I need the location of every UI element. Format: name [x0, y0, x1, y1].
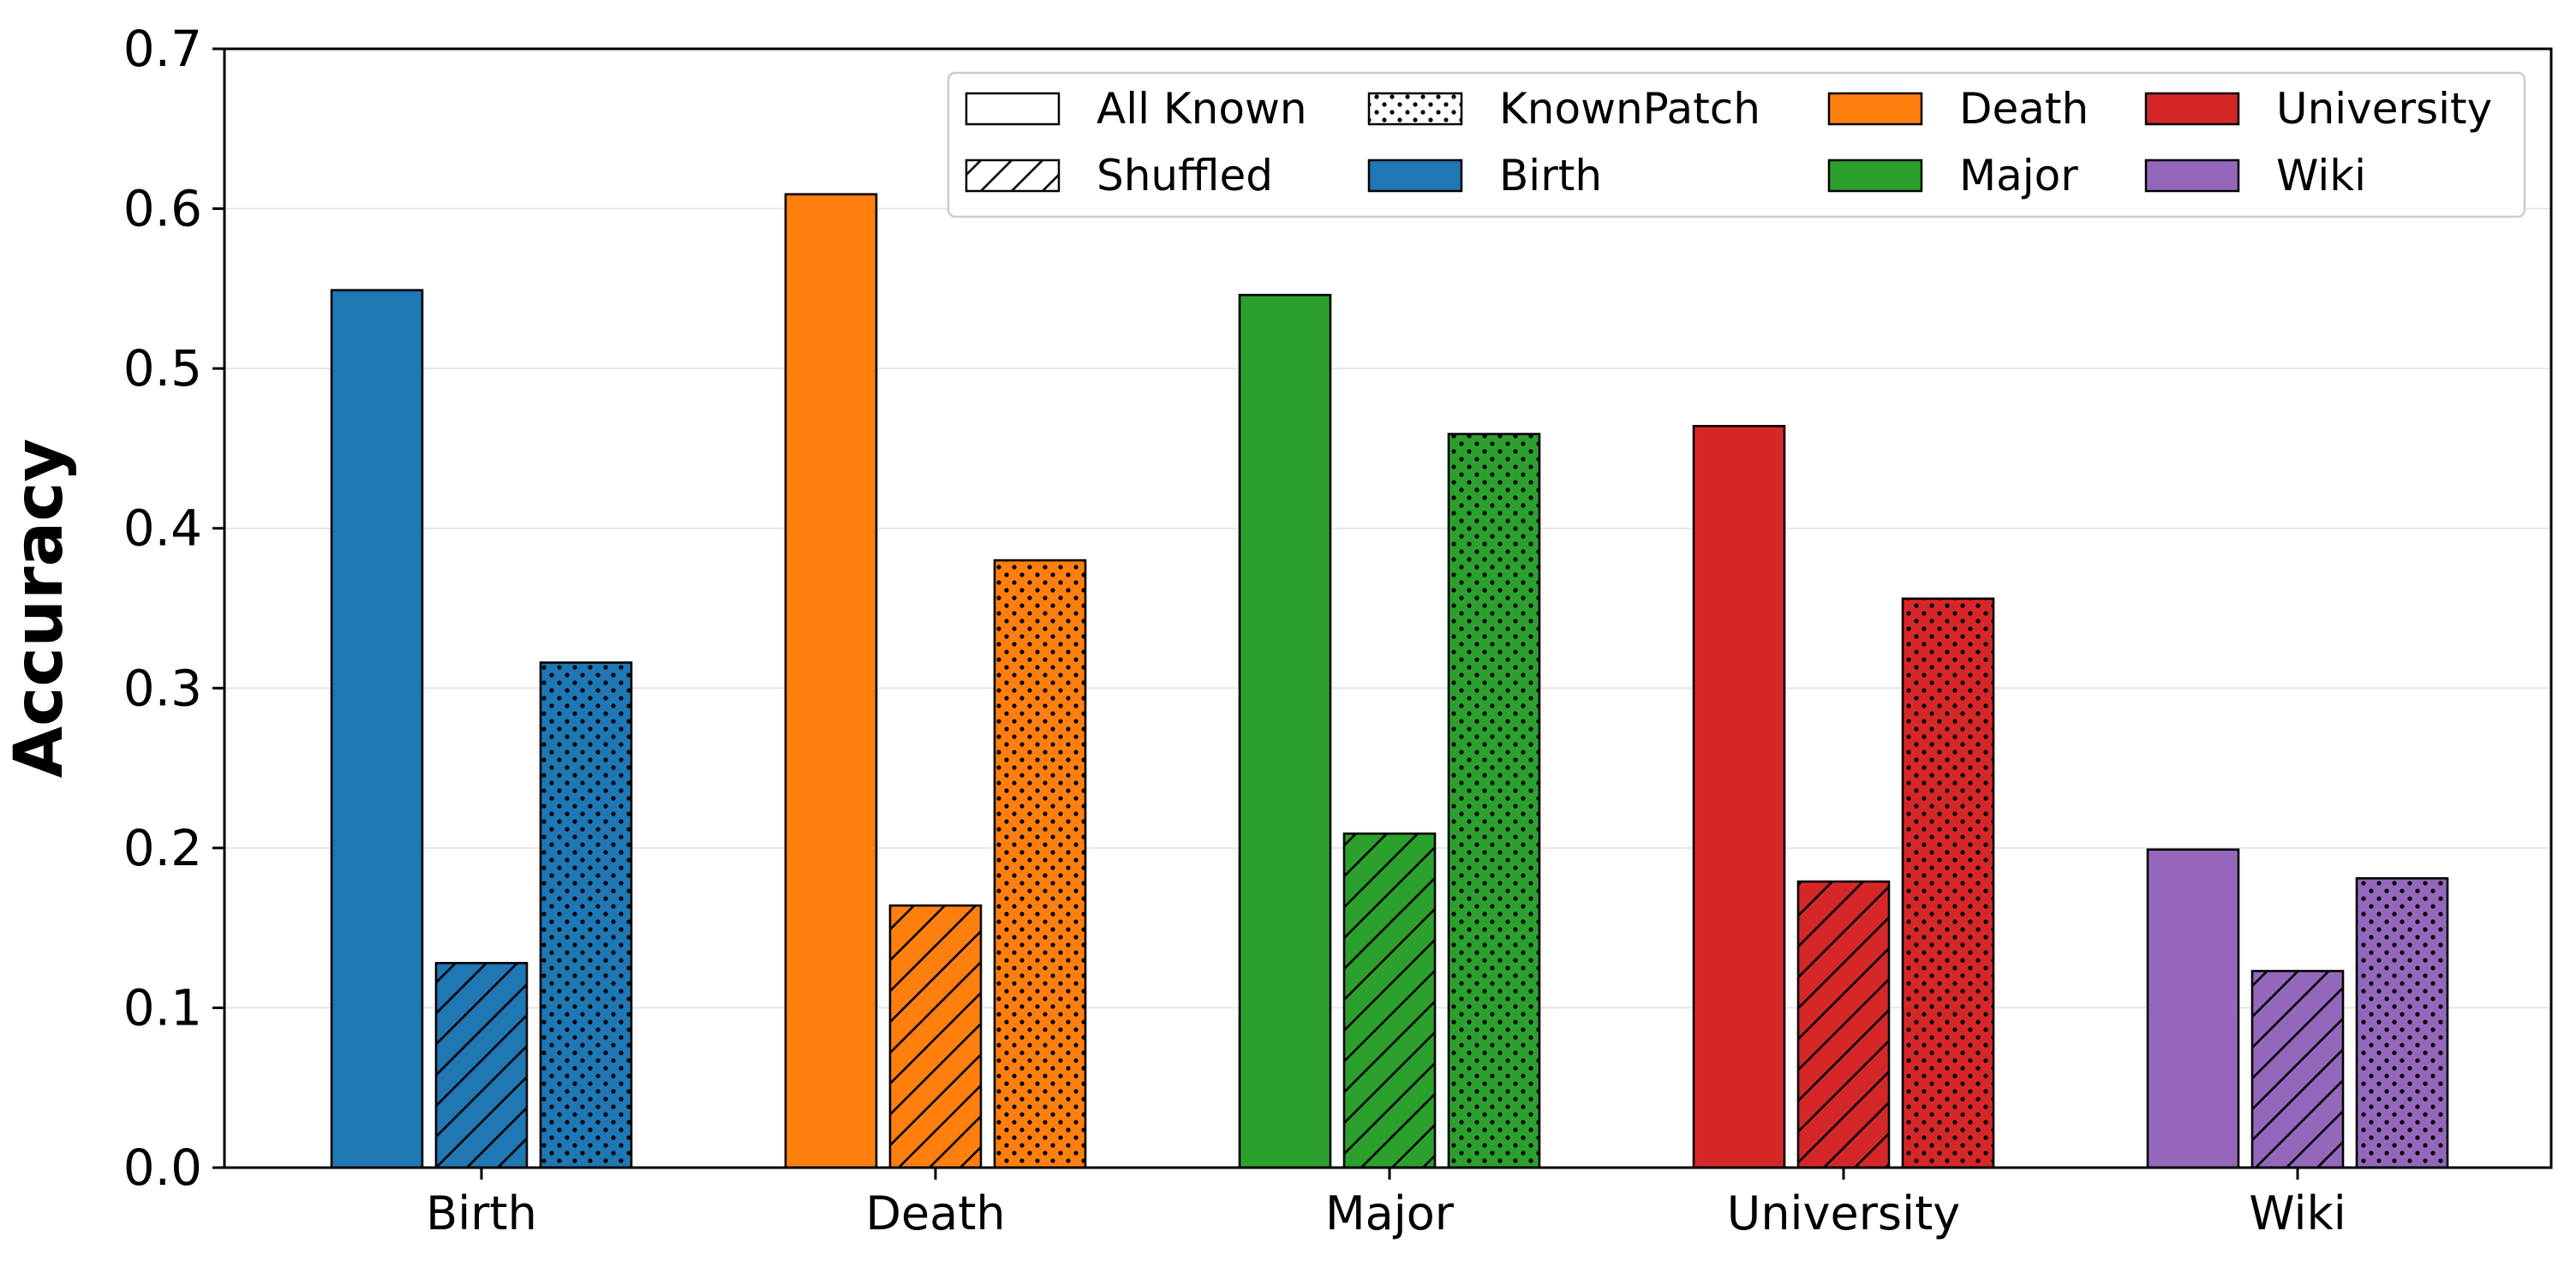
legend-swatch	[965, 92, 1061, 126]
x-tick-label: Major	[1325, 1186, 1455, 1240]
x-tick-label: Birth	[426, 1186, 537, 1240]
y-tick-label: 0.4	[123, 499, 202, 558]
x-tick-label: Wiki	[2249, 1186, 2346, 1240]
legend-swatch	[1367, 158, 1463, 193]
y-axis: 0.0 0.1 0.2 0.3 0.4 0.5 0.6 0.7	[123, 20, 224, 1197]
bar-death-all-known	[784, 193, 878, 1169]
x-tick-label: University	[1727, 1186, 1960, 1240]
legend-entry-wiki: Wiki	[2144, 151, 2366, 200]
legend-label: University	[2276, 84, 2492, 134]
legend-swatch	[2144, 158, 2240, 193]
y-axis-label: Accuracy	[1, 439, 78, 779]
legend-label: Wiki	[2276, 151, 2366, 200]
legend-entry-university: University	[2144, 84, 2492, 134]
y-tick-label: 0.6	[123, 180, 202, 238]
bars	[330, 193, 2449, 1169]
y-tick-label: 0.5	[123, 339, 202, 397]
legend-label: KnownPatch	[1499, 84, 1760, 134]
legend-label: Birth	[1499, 151, 1602, 200]
legend-label: Shuffled	[1097, 151, 1273, 200]
legend-swatch	[965, 158, 1061, 193]
legend-box	[947, 71, 2526, 218]
bar-death-shuffled	[888, 904, 983, 1169]
y-tick-label: 0.0	[123, 1139, 202, 1197]
bar-major-knownpatch	[1447, 433, 1541, 1169]
legend-swatch	[1827, 92, 1923, 126]
bar-death-knownpatch	[993, 559, 1087, 1169]
legend-label: Major	[1959, 151, 2078, 200]
bar-major-all-known	[1238, 294, 1332, 1169]
legend-entry-birth: Birth	[1367, 151, 1602, 200]
legend-entry-death: Death	[1827, 84, 2089, 134]
x-tick-label: Death	[865, 1186, 1005, 1240]
legend-swatch	[1367, 92, 1463, 126]
bar-wiki-all-known	[2146, 848, 2240, 1169]
bar-birth-knownpatch	[539, 661, 633, 1169]
bar-university-knownpatch	[1901, 597, 1995, 1169]
legend-entry-shuffled: Shuffled	[965, 151, 1273, 200]
bar-wiki-knownpatch	[2355, 877, 2449, 1169]
y-tick-label: 0.2	[123, 819, 202, 877]
y-tick-label: 0.1	[123, 978, 202, 1037]
bar-birth-all-known	[330, 289, 424, 1169]
bar-wiki-shuffled	[2250, 970, 2345, 1169]
bar-university-shuffled	[1796, 880, 1891, 1169]
legend-entry-major: Major	[1827, 151, 2078, 200]
legend-label: Death	[1959, 84, 2089, 134]
y-tick-label: 0.3	[123, 659, 202, 717]
legend-entry-knownpatch: KnownPatch	[1367, 84, 1760, 134]
x-axis: Birth Death Major University Wiki	[426, 1168, 2346, 1240]
legend-label: All Known	[1097, 84, 1307, 134]
plot-frame	[223, 47, 2553, 1169]
legend: All Known Shuffled KnownPatch Birth Death Maj…	[947, 71, 2526, 218]
bar-major-shuffled	[1342, 832, 1437, 1169]
legend-swatch	[1827, 158, 1923, 193]
legend-entry-all-known: All Known	[965, 84, 1307, 134]
bar-university-all-known	[1692, 425, 1786, 1169]
y-tick-label: 0.7	[123, 20, 202, 78]
bar-birth-shuffled	[434, 961, 529, 1169]
legend-swatch	[2144, 92, 2240, 126]
